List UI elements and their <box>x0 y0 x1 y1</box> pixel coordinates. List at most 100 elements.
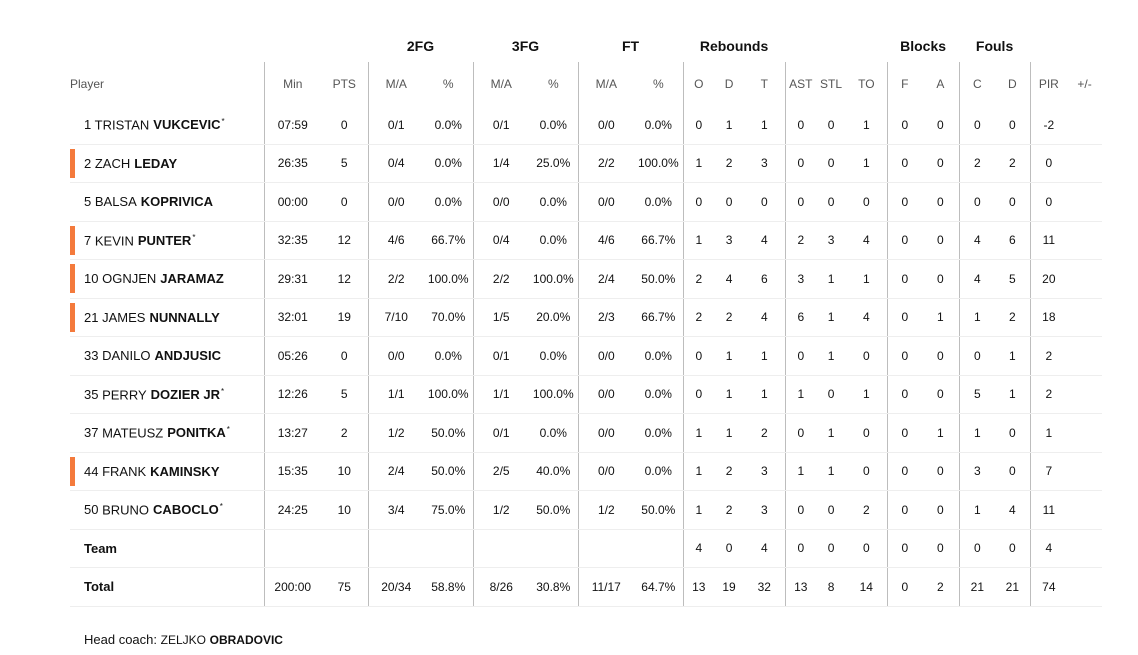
stat-reb-d: 1 <box>714 336 745 376</box>
stat-reb-t: 0 <box>744 182 786 222</box>
player-row[interactable]: 37 MATEUSZ PONITKA* 13:27 2 1/2 50.0% 0/1 0.0% 0… <box>70 413 1103 453</box>
player-last-name[interactable]: PUNTER <box>137 232 192 248</box>
col-plus-minus[interactable]: +/- <box>1077 77 1092 91</box>
total-label: Total <box>70 567 264 607</box>
head-coach-label: Head coach: <box>84 632 157 647</box>
stat-ft-pct: 66.7% <box>634 221 684 260</box>
col-reb-d[interactable]: D <box>724 77 734 91</box>
player-last-name[interactable]: NUNNALLY <box>149 309 220 325</box>
stat-ft-ma: 0/0 <box>577 413 635 453</box>
on-court-indicator <box>70 225 75 255</box>
stat-fg2-ma: 0/0 <box>367 182 424 222</box>
stat-fg2-pct: 70.0% <box>424 298 474 337</box>
player-number: 37 <box>84 425 99 441</box>
col-blk-a[interactable]: A <box>936 77 945 91</box>
player-row[interactable]: 5 BALSA KOPRIVICA 00:00 0 0/0 0.0% 0/0 0.0% 0/0 0… <box>70 182 1103 222</box>
player-last-name[interactable]: KOPRIVICA <box>140 194 214 210</box>
col-reb-t[interactable]: T <box>760 77 768 91</box>
player-last-name[interactable]: ANDJUSIC <box>154 348 221 364</box>
starter-marker: * <box>221 117 225 127</box>
col-pir[interactable]: PIR <box>1029 62 1068 106</box>
stat-ast: 0 <box>784 106 817 145</box>
col-ft-pct[interactable]: % <box>652 77 664 91</box>
stat-reb-t: 3 <box>744 144 786 183</box>
group-header-row: 2FG 3FG FT Rebounds Blocks Fouls <box>70 30 1102 62</box>
player-first-name: KEVIN <box>94 232 134 248</box>
stat-fg2-ma <box>367 529 424 568</box>
player-row[interactable]: 35 PERRY DOZIER JR* 12:26 5 1/1 100.0% 1/1 100.… <box>70 375 1103 414</box>
col-foul-c[interactable]: C <box>958 62 996 106</box>
player-row[interactable]: 21 JAMES NUNNALLY 32:01 19 7/10 70.0% 1/5 20.0%… <box>70 298 1103 337</box>
col-player[interactable]: Player <box>70 77 105 91</box>
group-3fg: 3FG <box>511 38 540 54</box>
player-row[interactable]: 7 KEVIN PUNTER* 32:35 12 4/6 66.7% 0/4 0.0% 4/6 6… <box>70 221 1103 260</box>
col-pts[interactable]: PTS <box>332 77 356 91</box>
stat-reb-t: 1 <box>744 336 786 376</box>
stat-blk-a: 1 <box>922 413 960 453</box>
stat-blk-f: 0 <box>886 336 923 376</box>
col-reb-o[interactable]: O <box>682 62 715 106</box>
player-row[interactable]: 1 TRISTAN VUKCEVIC* 07:59 0 0/1 0.0% 0/1 0.0% 0/… <box>70 106 1103 145</box>
player-last-name[interactable]: VUKCEVIC <box>153 117 221 133</box>
stat-fg2-ma: 7/10 <box>367 298 424 337</box>
box-score-table: 2FG 3FG FT Rebounds Blocks Fouls Player … <box>70 30 1103 607</box>
stat-ft-ma: 2/4 <box>577 259 635 299</box>
player-first-name: JAMES <box>102 309 146 325</box>
stat-ft-ma: 0/0 <box>577 182 635 222</box>
stat-ast: 0 <box>784 336 817 376</box>
stat-pir: 0 <box>1029 182 1068 222</box>
col-2fg-ma[interactable]: M/A <box>367 62 424 106</box>
player-name-cell: 10 OGNJEN JARAMAZ <box>70 259 264 299</box>
player-row[interactable]: 33 DANILO ANDJUSIC 05:26 0 0/0 0.0% 0/1 0.0% 0/0… <box>70 336 1103 376</box>
player-row[interactable]: 44 FRANK KAMINSKY 15:35 10 2/4 50.0% 2/5 40.0% 0… <box>70 452 1103 491</box>
stat-pm <box>1067 375 1103 414</box>
player-number: 44 <box>84 463 99 479</box>
stat-to: 0 <box>846 182 888 222</box>
player-last-name[interactable]: LEDAY <box>134 155 178 171</box>
stat-to: 4 <box>846 221 888 260</box>
col-stl[interactable]: STL <box>820 77 843 91</box>
stat-min: 15:35 <box>263 452 321 491</box>
player-last-name[interactable]: PONITKA <box>167 425 226 441</box>
stat-foul-d: 6 <box>995 221 1031 260</box>
stat-pts: 75 <box>321 567 368 607</box>
stat-foul-d: 4 <box>995 490 1031 530</box>
col-min[interactable]: Min <box>263 62 321 106</box>
col-2fg-pct[interactable]: % <box>442 77 454 91</box>
stat-to: 1 <box>846 375 888 414</box>
col-ast[interactable]: AST <box>784 62 817 106</box>
stat-fg2-pct: 0.0% <box>424 106 474 145</box>
stat-blk-f: 0 <box>886 567 923 607</box>
stat-blk-f: 0 <box>886 413 923 453</box>
on-court-indicator <box>70 456 75 486</box>
player-last-name[interactable]: DOZIER JR <box>150 386 220 402</box>
stat-reb-d: 1 <box>714 375 745 414</box>
col-to[interactable]: TO <box>858 77 875 91</box>
stat-ft-ma: 0/0 <box>577 375 635 414</box>
stat-to: 2 <box>846 490 888 530</box>
player-last-name[interactable]: CABOCLO <box>153 502 219 518</box>
stat-to: 0 <box>846 413 888 453</box>
stat-pm <box>1067 490 1103 530</box>
stat-stl: 1 <box>816 336 847 376</box>
player-row[interactable]: 10 OGNJEN JARAMAZ 29:31 12 2/2 100.0% 2/2 100.0… <box>70 259 1103 299</box>
player-last-name[interactable]: JARAMAZ <box>160 271 224 287</box>
stat-blk-a: 0 <box>922 452 960 491</box>
col-ft-ma[interactable]: M/A <box>577 62 635 106</box>
col-blk-f[interactable]: F <box>886 62 923 106</box>
stat-reb-t: 4 <box>744 298 786 337</box>
col-foul-d[interactable]: D <box>1007 77 1017 91</box>
col-3fg-pct[interactable]: % <box>547 77 559 91</box>
stat-stl: 0 <box>816 490 847 530</box>
player-row[interactable]: 2 ZACH LEDAY 26:35 5 0/4 0.0% 1/4 25.0% 2/2 100.0… <box>70 144 1103 183</box>
player-row[interactable]: 50 BRUNO CABOCLO* 24:25 10 3/4 75.0% 1/2 50.0% 1… <box>70 490 1103 530</box>
stat-fg3-pct: 50.0% <box>529 490 579 530</box>
col-3fg-ma[interactable]: M/A <box>472 62 530 106</box>
player-last-name[interactable]: KAMINSKY <box>150 463 220 479</box>
stat-fg2-ma: 4/6 <box>367 221 424 260</box>
stat-fg2-pct: 0.0% <box>424 336 474 376</box>
stat-pm <box>1067 413 1103 453</box>
group-fouls: Fouls <box>975 38 1014 54</box>
stat-min: 13:27 <box>263 413 321 453</box>
on-court-indicator <box>70 264 75 293</box>
